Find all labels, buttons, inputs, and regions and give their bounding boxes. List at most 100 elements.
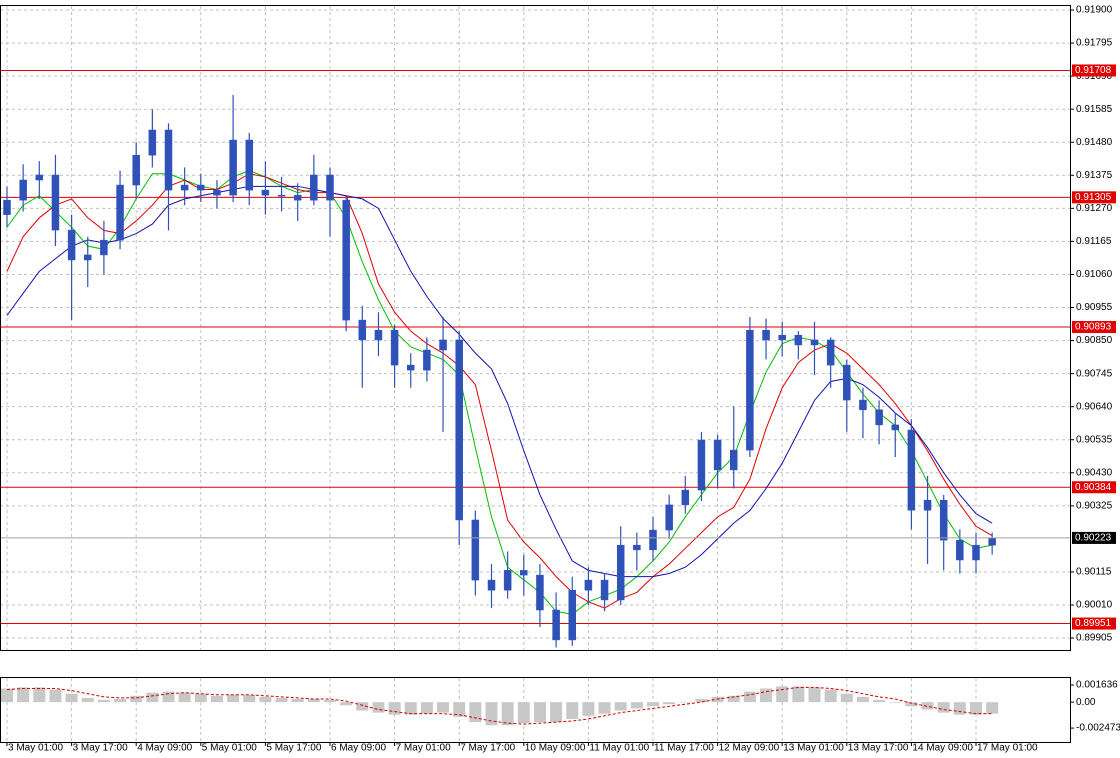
level-label-box — [1072, 191, 1116, 204]
candle-body — [633, 544, 641, 551]
oscillator-bar — [889, 702, 902, 703]
candle-body — [390, 329, 399, 366]
candle-body — [713, 439, 722, 471]
candle-body — [245, 139, 253, 191]
x-tick-label: 3 May 17:00 — [73, 743, 128, 754]
candle-body — [649, 529, 657, 551]
candle-body — [277, 194, 286, 197]
oscillator-bar — [81, 697, 94, 703]
oscillator-bar — [307, 698, 320, 703]
oscillator-bar — [873, 700, 886, 703]
oscillator-bar — [65, 693, 78, 703]
y-tick-label: 0.91270 — [1076, 203, 1113, 214]
oscillator-bar — [582, 702, 595, 716]
oscillator-bar — [114, 698, 127, 703]
candle-body — [374, 329, 383, 341]
x-tick-label: 6 May 09:00 — [331, 743, 386, 754]
candle-body — [956, 539, 964, 561]
candle-body — [907, 429, 916, 511]
oscillator-bar — [437, 702, 450, 713]
level-label: 0.91305 — [1075, 192, 1112, 203]
candle-body — [358, 319, 367, 341]
oscillator-bar — [178, 692, 191, 703]
oscillator-bar — [130, 695, 143, 703]
y-tick-label: 0.89905 — [1076, 633, 1113, 644]
candle-body — [875, 409, 883, 426]
x-tick-label: 10 May 09:00 — [525, 743, 586, 754]
y-tick-label: 0.90745 — [1076, 368, 1113, 379]
level-label: 0.90893 — [1075, 322, 1112, 333]
candle-body — [939, 499, 948, 541]
candle-body — [19, 179, 27, 201]
level-label-box — [1072, 481, 1116, 494]
candle-body — [342, 199, 350, 321]
candle-body — [616, 544, 625, 601]
oscillator-panel-frame — [0, 677, 1071, 743]
candle-body — [552, 609, 560, 641]
candle-body — [859, 399, 867, 411]
oscillator-bar — [17, 687, 30, 703]
candle-body — [213, 189, 221, 196]
candle-body — [67, 229, 76, 261]
x-tick-label: 4 May 09:00 — [137, 743, 192, 754]
plot-layer: 0.919000.917950.916900.915850.914800.913… — [0, 5, 1120, 754]
oscillator-bar — [420, 702, 433, 714]
y-tick-label: 0.90010 — [1076, 600, 1113, 611]
main-panel-frame — [0, 5, 1071, 651]
oscillator-bar — [550, 702, 563, 723]
oscillator-bar — [453, 702, 466, 717]
candle-body — [988, 537, 996, 546]
oscillator-bar — [146, 692, 159, 703]
moving-average — [6, 185, 993, 578]
level-label: 0.91708 — [1075, 65, 1112, 76]
x-tick-label: 7 May 17:00 — [460, 743, 515, 754]
oscillator-bar — [210, 695, 223, 703]
oscillator-bar — [743, 691, 756, 703]
oscillator-bar — [614, 702, 627, 711]
level-label-box — [1072, 64, 1116, 77]
candle-body — [600, 579, 609, 601]
oscillator-bar — [356, 702, 369, 711]
candle-body — [681, 489, 690, 506]
oscillator-bar — [970, 702, 982, 715]
candle-body — [487, 579, 496, 591]
oscillator-bar — [953, 702, 966, 715]
oscillator-bar — [388, 702, 401, 715]
oscillator-bar — [695, 698, 708, 703]
y-tick-label: 0.91165 — [1076, 236, 1112, 247]
candle-body — [180, 184, 189, 191]
x-tick-label: 17 May 01:00 — [977, 743, 1038, 754]
x-tick-label: 5 May 17:00 — [266, 743, 321, 754]
candle-body — [794, 334, 803, 346]
candle-body — [84, 254, 92, 261]
oscillator-bar — [711, 696, 724, 703]
candle-body — [697, 439, 706, 491]
oscillator-bar — [469, 702, 482, 723]
oscillator-bar — [1, 688, 13, 703]
level-label: 0.90384 — [1075, 482, 1112, 493]
y-tick-label: 0.90955 — [1076, 302, 1113, 313]
oscillator-bar — [986, 702, 999, 714]
candle-body — [568, 589, 576, 641]
candle-body — [778, 334, 786, 341]
candle-body — [503, 570, 512, 591]
candle-body — [164, 129, 173, 191]
oscillator-bar — [501, 702, 514, 726]
oscillator-bar — [194, 693, 207, 703]
oscillator-bar — [921, 702, 934, 710]
oscillator-bar — [647, 702, 659, 707]
candle-body — [584, 579, 593, 591]
oscillator-bar — [856, 696, 869, 703]
oscillator-bar — [291, 698, 304, 703]
y-tick-label: 0.91795 — [1076, 38, 1113, 49]
candle-body — [891, 424, 899, 431]
candle-body — [197, 184, 205, 191]
oscillator-bar — [97, 700, 110, 703]
level-label-box — [1072, 321, 1116, 334]
y-tick-label: 0.90535 — [1076, 434, 1113, 445]
oscillator-bar — [760, 688, 773, 703]
candle-body — [439, 339, 447, 351]
y-tick-label: 0.90430 — [1076, 467, 1113, 478]
y-tick-label: 0.001636 — [1076, 680, 1118, 691]
level-label-box — [1072, 617, 1116, 630]
